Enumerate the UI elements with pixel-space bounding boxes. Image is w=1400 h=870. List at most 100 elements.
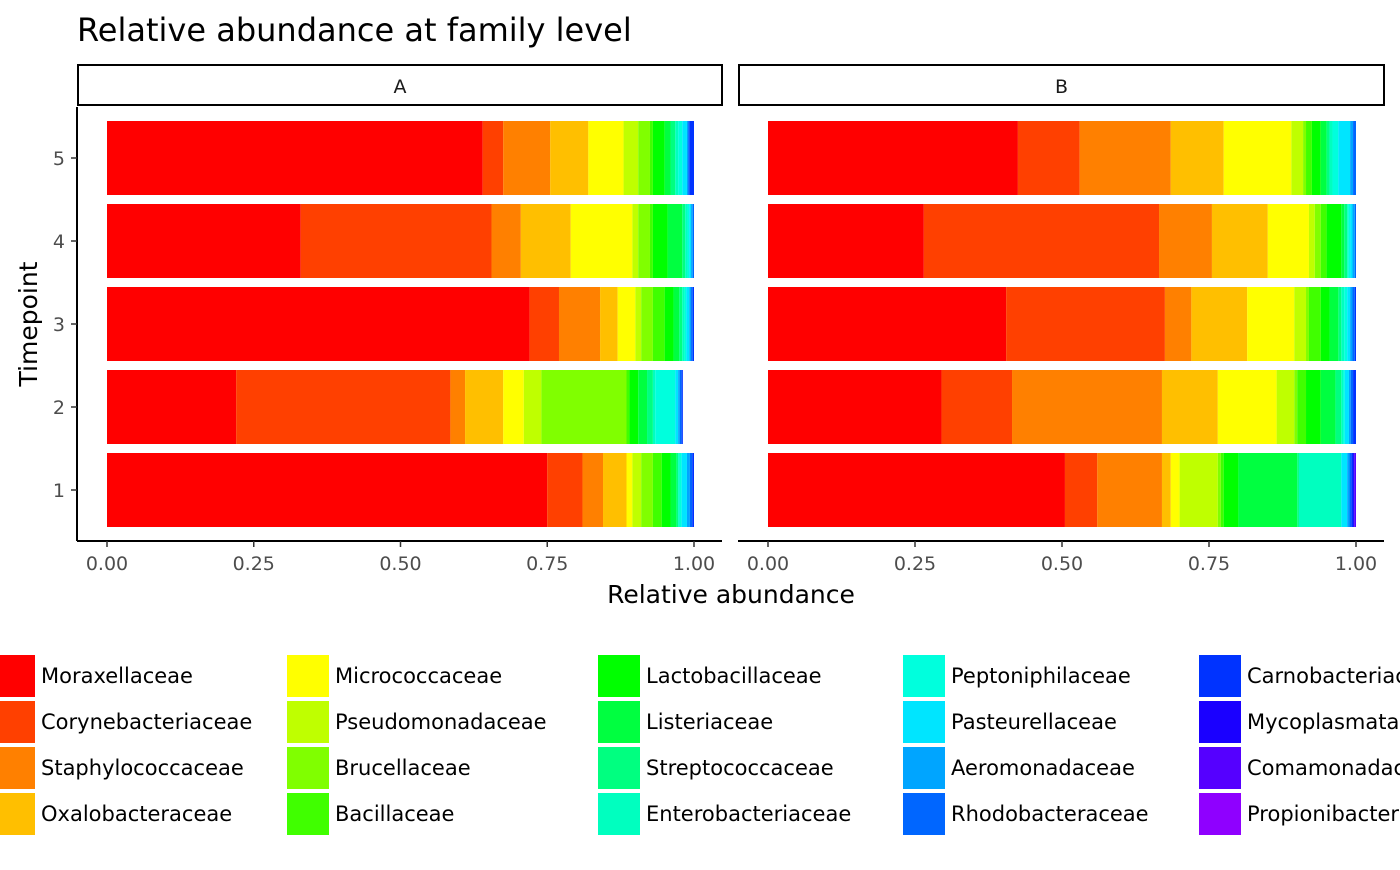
bar-segment bbox=[541, 370, 627, 444]
bar-segment bbox=[678, 370, 680, 444]
legend-key bbox=[287, 793, 329, 835]
bar-segment bbox=[1311, 121, 1321, 195]
bar-segment bbox=[1220, 453, 1224, 527]
legend-item: Listeriaceae bbox=[598, 701, 773, 743]
bar-segment bbox=[670, 121, 676, 195]
bar-segment bbox=[679, 370, 682, 444]
bar-segment bbox=[1064, 453, 1098, 527]
bar-segment bbox=[1267, 204, 1309, 278]
bar-segment bbox=[236, 370, 451, 444]
bar-segment bbox=[1351, 453, 1354, 527]
legend-item: Propionibacteriaceae bbox=[1199, 793, 1400, 835]
legend-item: Pasteurellaceae bbox=[903, 701, 1117, 743]
bar-segment bbox=[617, 287, 636, 361]
bar-segment bbox=[1179, 453, 1218, 527]
legend-item: Aeromonadaceae bbox=[903, 747, 1135, 789]
facet-panels: A 0.00 0.25 0.50 0.75 1.00 1 2 3 4 5 B 0.00 0.25 0.50 0… bbox=[53, 64, 1385, 575]
legend-item: Comamonadaceae bbox=[1199, 747, 1400, 789]
bar-segment bbox=[558, 287, 601, 361]
bar-segment bbox=[670, 453, 677, 527]
bar-segment bbox=[664, 121, 671, 195]
bar-segment bbox=[1164, 287, 1192, 361]
legend-key bbox=[0, 747, 35, 789]
bar-segment bbox=[1308, 287, 1321, 361]
bar-segment bbox=[491, 204, 521, 278]
bar-timepoint-3 bbox=[768, 287, 1356, 361]
bar-segment bbox=[638, 204, 650, 278]
bar-segment bbox=[689, 287, 692, 361]
bar-segment bbox=[1294, 287, 1307, 361]
legend-key bbox=[0, 793, 35, 835]
bar-timepoint-2 bbox=[107, 370, 683, 444]
bar-timepoint-3 bbox=[107, 287, 694, 361]
legend-item: Mycoplasmataceae bbox=[1199, 701, 1400, 743]
bar-segment bbox=[626, 453, 633, 527]
legend-key bbox=[598, 747, 640, 789]
bar-segment bbox=[941, 370, 1013, 444]
bar-segment bbox=[1217, 370, 1277, 444]
legend-key bbox=[1199, 701, 1241, 743]
bar-segment bbox=[673, 287, 680, 361]
x-tick-label: 0.25 bbox=[233, 553, 275, 575]
bar-segment bbox=[692, 204, 694, 278]
bar-segment bbox=[682, 121, 687, 195]
bar-segment bbox=[1079, 121, 1171, 195]
bar-segment bbox=[450, 370, 466, 444]
legend-item: Streptococcaceae bbox=[598, 747, 834, 789]
bar-segment bbox=[1223, 121, 1292, 195]
bar-segment bbox=[107, 287, 530, 361]
facet-strip bbox=[738, 64, 1385, 106]
bar-segment bbox=[503, 370, 524, 444]
legend-key bbox=[598, 655, 640, 697]
bar-segment bbox=[632, 453, 642, 527]
bar-segment bbox=[652, 453, 662, 527]
legend-key bbox=[598, 701, 640, 743]
legend-label: Rhodobacteraceae bbox=[951, 802, 1149, 826]
bar-segment bbox=[1348, 204, 1351, 278]
bar-segment bbox=[107, 370, 237, 444]
bar-segment bbox=[482, 121, 504, 195]
bar-segment bbox=[582, 453, 604, 527]
bar-segment bbox=[1006, 287, 1165, 361]
bar-segment bbox=[1161, 453, 1171, 527]
legend-label: Pasteurellaceae bbox=[951, 710, 1117, 734]
bar-segment bbox=[1326, 121, 1330, 195]
legend-item: Staphylococcaceae bbox=[0, 747, 244, 789]
legend-key bbox=[287, 655, 329, 697]
legend-key bbox=[0, 655, 35, 697]
bar-segment bbox=[664, 287, 674, 361]
bar-segment bbox=[1297, 370, 1307, 444]
legend-item: Carnobacteriaceae bbox=[1199, 655, 1400, 697]
bar-segment bbox=[681, 453, 687, 527]
y-axis-title: Timepoint bbox=[14, 261, 43, 387]
legend-label: Moraxellaceae bbox=[41, 664, 193, 688]
bar-segment bbox=[1343, 370, 1345, 444]
bar-segment bbox=[692, 287, 694, 361]
bar-segment bbox=[768, 121, 1018, 195]
legend-key bbox=[287, 701, 329, 743]
legend-key bbox=[598, 793, 640, 835]
legend-label: Bacillaceae bbox=[335, 802, 454, 826]
x-tick-label: 0.50 bbox=[1041, 553, 1083, 575]
bar-segment bbox=[1354, 204, 1356, 278]
bar-segment bbox=[600, 287, 618, 361]
bar-segment bbox=[679, 453, 682, 527]
bar-segment bbox=[768, 453, 1065, 527]
bar-segment bbox=[1353, 121, 1356, 195]
legend-label: Peptoniphilaceae bbox=[951, 664, 1131, 688]
bar-segment bbox=[550, 121, 589, 195]
y-tick-label: 1 bbox=[53, 480, 65, 502]
bar-segment bbox=[1341, 287, 1345, 361]
legend-label: Lactobacillaceae bbox=[646, 664, 822, 688]
legend-item: Oxalobacteraceae bbox=[0, 793, 232, 835]
x-tick-label: 1.00 bbox=[673, 553, 715, 575]
legend-item: Bacillaceae bbox=[287, 793, 454, 835]
legend-label: Micrococcaceae bbox=[335, 664, 502, 688]
legend-item: Peptoniphilaceae bbox=[903, 655, 1131, 697]
bar-segment bbox=[1017, 121, 1080, 195]
legend-item: Enterobacteriaceae bbox=[598, 793, 851, 835]
bar-segment bbox=[679, 287, 683, 361]
bar-segment bbox=[1320, 204, 1327, 278]
bar-segment bbox=[529, 287, 559, 361]
bar-segment bbox=[675, 370, 679, 444]
